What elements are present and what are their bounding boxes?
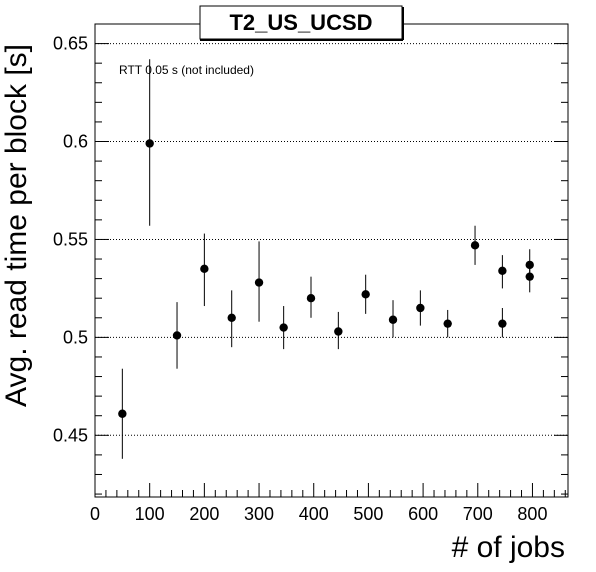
data-points	[118, 59, 534, 459]
data-point	[416, 303, 425, 313]
data-point	[388, 315, 398, 324]
data-point	[118, 409, 127, 418]
x-tick-label: 800	[517, 504, 547, 524]
y-tick-label: 0.5	[63, 327, 88, 347]
x-tick-label: 300	[244, 504, 274, 524]
y-tick-label: 0.55	[53, 229, 88, 249]
x-tick-label: 200	[189, 504, 219, 524]
rtt-annotation: RTT 0.05 s (not included)	[119, 63, 254, 77]
data-point	[145, 139, 154, 148]
data-point	[227, 313, 236, 322]
axis-ticks	[94, 23, 568, 497]
data-point	[279, 323, 288, 332]
y-tick-label: 0.6	[63, 132, 88, 152]
x-tick-label: 600	[408, 504, 438, 524]
data-point	[334, 327, 343, 336]
data-point	[525, 272, 534, 281]
y-axis-title: Avg. read time per block [s]	[0, 44, 33, 407]
data-point	[306, 294, 316, 303]
x-axis-title: # of jobs	[452, 531, 565, 564]
data-point	[498, 266, 507, 275]
title-box: T2_US_UCSD	[199, 5, 404, 41]
data-point	[498, 319, 507, 328]
x-tick-label: 500	[353, 504, 383, 524]
x-tick-label: 400	[299, 504, 329, 524]
data-point	[200, 264, 209, 274]
data-point	[361, 290, 370, 299]
x-tick-label: 0	[90, 504, 100, 524]
y-tick-label: 0.65	[53, 34, 88, 54]
data-point	[172, 331, 182, 340]
chart-title: T2_US_UCSD	[229, 10, 372, 35]
tick-labels: 0 100 200 300 400 500 600 700 800 0.45 0.5 0.55 0.6 0…	[53, 34, 548, 524]
y-tick-label: 0.45	[53, 425, 88, 445]
data-point	[254, 278, 264, 287]
x-tick-label: 700	[463, 504, 493, 524]
data-point	[470, 241, 480, 250]
x-tick-label: 100	[135, 504, 165, 524]
data-point	[443, 319, 452, 328]
